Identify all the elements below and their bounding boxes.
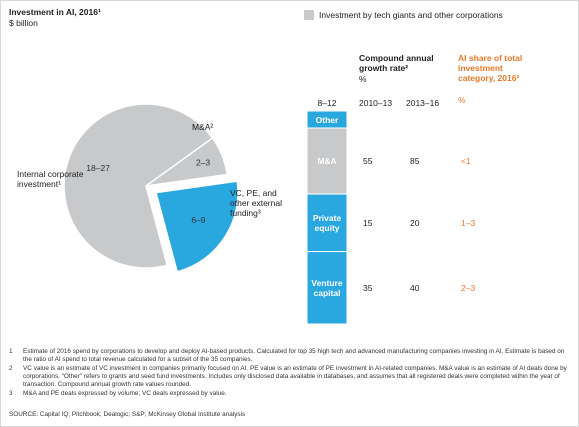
footnote-number: 3	[9, 390, 13, 397]
table-cell: 15	[363, 217, 373, 228]
bar-segment	[306, 193, 348, 253]
pie-label: M&A²	[192, 122, 214, 132]
footnote-number: 1	[9, 348, 13, 355]
footnote-number: 2	[9, 365, 13, 372]
pie-slice	[63, 103, 214, 269]
legend-swatch	[304, 10, 314, 20]
table-cell: 55	[363, 156, 373, 167]
table-cell: 40	[410, 282, 420, 293]
pie-value-label: 2–3	[196, 157, 210, 167]
pie-value-label: 18–27	[86, 163, 110, 173]
bar-segment-label: Private equity	[312, 212, 342, 233]
pie-label: Internal corporate investment¹	[17, 169, 84, 189]
bar-segment-label: Venture capital	[311, 277, 343, 298]
footnote: 2 VC value is an estimate of VC investmen…	[9, 365, 569, 389]
footnote: 1 Estimate of 2016 spend by corporations …	[9, 348, 569, 364]
bar-segment	[306, 127, 348, 195]
legend-label: Investment by tech giants and other corp…	[319, 10, 503, 20]
table-header: Compound annual growth rate²	[359, 53, 434, 73]
source: SOURCE: Capital IQ; Pitchbook; Dealogic;…	[9, 411, 246, 418]
table-cell: 20	[410, 217, 420, 228]
table-cell: 85	[410, 156, 420, 167]
footnote-text: M&A and PE deals expressed by volume; VC…	[23, 390, 227, 397]
table-cell: 1–3	[461, 217, 476, 228]
table-unit: %	[359, 74, 367, 84]
pie-slice	[155, 180, 239, 273]
footnote: 3 M&A and PE deals expressed by volume; V…	[9, 390, 569, 398]
pie-slice	[145, 137, 229, 187]
bar-segment	[306, 251, 348, 325]
column-header: 2013–16	[406, 98, 440, 108]
table-cell: 2–3	[461, 282, 476, 293]
footnotes: 1 Estimate of 2016 spend by corporations …	[9, 348, 569, 399]
footnote-text: VC value is an estimate of VC investment…	[23, 365, 567, 388]
title: Investment in AI, 2016¹	[9, 7, 101, 17]
table-cell: 35	[363, 282, 373, 293]
table-cell: <1	[461, 156, 471, 167]
bar-segment-label: Other	[315, 114, 339, 125]
bar-total-label: 8–12	[317, 98, 337, 108]
pie-value-label: 6–9	[191, 215, 205, 225]
table-header: AI share of total investment category, 2…	[458, 53, 523, 83]
column-header: 2010–13	[359, 98, 393, 108]
footnote-text: Estimate of 2016 spend by corporations t…	[23, 348, 565, 363]
bar-segment-label: M&A	[317, 156, 337, 167]
pie-label: VC, PE, and other external funding³	[230, 188, 282, 218]
unit: $ billion	[9, 18, 38, 28]
table-unit: %	[458, 95, 466, 105]
